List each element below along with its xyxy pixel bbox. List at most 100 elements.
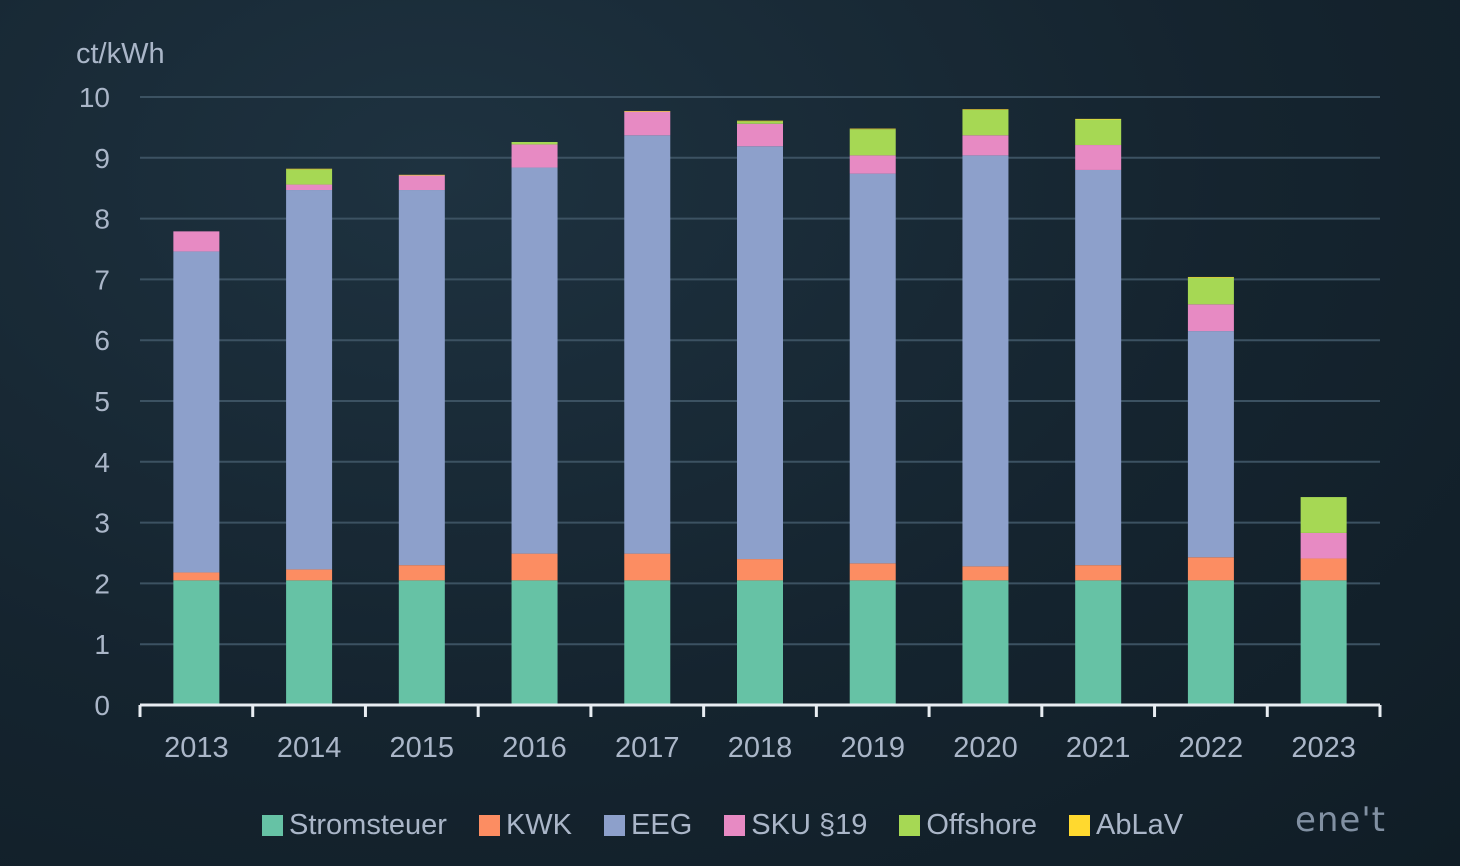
bar-segment-sku-19-2018 bbox=[737, 123, 783, 147]
bar-segment-stromsteuer-2017 bbox=[624, 580, 671, 705]
bar-segment-eeg-2021 bbox=[1075, 169, 1122, 566]
bar-segment-sku-19-2021 bbox=[1075, 145, 1122, 170]
bar-segment-kwk-2017 bbox=[624, 553, 671, 581]
legend-swatch bbox=[1069, 814, 1091, 836]
y-tick-label: 2 bbox=[94, 568, 110, 599]
x-tick-label: 2019 bbox=[840, 732, 905, 764]
bar-segment-ablav-2014 bbox=[286, 168, 333, 170]
legend-swatch bbox=[899, 814, 921, 836]
y-tick-label: 6 bbox=[94, 325, 110, 356]
bar-segment-stromsteuer-2013 bbox=[173, 580, 220, 705]
bar-segment-stromsteuer-2015 bbox=[398, 580, 445, 705]
bar-segment-offshore-2021 bbox=[1075, 119, 1122, 146]
legend-item: EEG bbox=[604, 809, 692, 842]
bar-segment-eeg-2020 bbox=[962, 155, 1009, 567]
enet-logo: ene't bbox=[1294, 800, 1386, 840]
bar-segment-ablav-2021 bbox=[1075, 118, 1122, 120]
bar-segment-ablav-2020 bbox=[962, 109, 1009, 110]
bar-segment-stromsteuer-2021 bbox=[1075, 580, 1122, 705]
y-tick-label: 5 bbox=[94, 386, 110, 417]
legend-item: SKU §19 bbox=[724, 809, 867, 842]
bar-segment-stromsteuer-2014 bbox=[286, 580, 333, 705]
bar-segment-eeg-2014 bbox=[286, 190, 333, 570]
bar-segment-stromsteuer-2020 bbox=[962, 580, 1009, 705]
bar-segment-stromsteuer-2019 bbox=[849, 580, 896, 705]
bar-segment-sku-19-2022 bbox=[1187, 304, 1234, 332]
bar-segment-ablav-2018 bbox=[737, 120, 783, 122]
bar-segment-offshore-2020 bbox=[962, 109, 1009, 136]
x-tick-label: 2014 bbox=[277, 732, 342, 764]
legend-swatch bbox=[724, 814, 746, 836]
y-tick-label: 9 bbox=[94, 143, 110, 174]
x-tick-label: 2013 bbox=[164, 732, 229, 764]
bar-segment-kwk-2018 bbox=[737, 559, 783, 581]
y-tick-label: 4 bbox=[94, 447, 110, 478]
legend-label: KWK bbox=[505, 808, 573, 841]
bar-segment-eeg-2022 bbox=[1187, 331, 1234, 558]
bar-segment-ablav-2019 bbox=[849, 128, 896, 130]
bar-segment-sku-19-2014 bbox=[286, 184, 333, 191]
bar-segment-kwk-2020 bbox=[962, 566, 1009, 581]
bar-segment-sku-19-2013 bbox=[173, 231, 220, 252]
bar-segment-offshore-2019 bbox=[849, 129, 896, 156]
bar-segment-offshore-2014 bbox=[286, 169, 333, 185]
bar-segment-eeg-2018 bbox=[737, 146, 783, 560]
legend-item: AbLaV bbox=[1069, 809, 1183, 842]
legend-label: SKU §19 bbox=[751, 808, 868, 841]
bar-segment-sku-19-2017 bbox=[624, 111, 671, 136]
bar-segment-sku-19-2023 bbox=[1300, 532, 1347, 559]
legend-swatch bbox=[604, 814, 626, 836]
y-tick-label: 10 bbox=[79, 82, 110, 113]
bars bbox=[173, 109, 1347, 705]
x-tick-label: 2015 bbox=[390, 732, 455, 764]
bar-segment-sku-19-2020 bbox=[962, 135, 1009, 156]
bar-segment-ablav-2017 bbox=[624, 110, 671, 112]
x-tick-label: 2016 bbox=[502, 732, 567, 764]
bar-segment-stromsteuer-2016 bbox=[511, 580, 558, 705]
bar-segment-stromsteuer-2018 bbox=[737, 580, 783, 705]
bar-segment-offshore-2016 bbox=[511, 141, 558, 145]
bar-segment-kwk-2022 bbox=[1187, 557, 1234, 581]
bar-segment-kwk-2016 bbox=[511, 553, 558, 581]
x-tick-label: 2017 bbox=[615, 732, 680, 764]
bar-segment-eeg-2017 bbox=[624, 135, 671, 554]
legend-label: Stromsteuer bbox=[289, 808, 447, 841]
bar-segment-eeg-2013 bbox=[173, 251, 220, 573]
y-tick-label: 7 bbox=[94, 264, 110, 295]
bar-segment-eeg-2019 bbox=[849, 173, 896, 564]
x-tick-label: 2020 bbox=[953, 732, 1018, 764]
bar-segment-offshore-2022 bbox=[1187, 277, 1234, 305]
y-tick-label: 3 bbox=[94, 508, 110, 539]
x-tick-label: 2021 bbox=[1066, 732, 1131, 764]
bar-segment-offshore-2023 bbox=[1300, 497, 1347, 533]
y-tick-label: 0 bbox=[94, 690, 110, 721]
legend: Stromsteuer KWK EEG SKU §19 Offshore AbLaV bbox=[262, 805, 1215, 845]
bar-segment-stromsteuer-2023 bbox=[1300, 580, 1347, 705]
bar-segment-stromsteuer-2022 bbox=[1187, 580, 1234, 705]
bar-segment-ablav-2015 bbox=[398, 174, 445, 176]
legend-item: KWK bbox=[478, 808, 573, 842]
bar-segment-kwk-2023 bbox=[1300, 558, 1347, 581]
legend-item: Offshore bbox=[899, 809, 1037, 842]
bar-segment-eeg-2015 bbox=[398, 190, 445, 566]
bar-segment-kwk-2014 bbox=[286, 569, 333, 581]
bar-segment-sku-19-2015 bbox=[398, 175, 445, 191]
legend-label: Offshore bbox=[926, 808, 1038, 841]
legend-item: Stromsteuer bbox=[262, 809, 447, 842]
y-tick-label: 1 bbox=[94, 629, 110, 660]
legend-label: EEG bbox=[631, 808, 693, 841]
bar-segment-kwk-2021 bbox=[1075, 565, 1122, 581]
y-axis-label: ct/kWh bbox=[76, 38, 165, 70]
bar-segment-eeg-2016 bbox=[511, 167, 558, 554]
x-tick-label: 2018 bbox=[728, 732, 793, 764]
bar-segment-sku-19-2016 bbox=[511, 144, 558, 168]
bar-segment-sku-19-2019 bbox=[849, 155, 896, 174]
bar-segment-kwk-2013 bbox=[173, 572, 220, 581]
legend-swatch bbox=[262, 814, 283, 836]
x-tick-label: 2022 bbox=[1179, 732, 1244, 764]
x-tick-label: 2023 bbox=[1291, 732, 1356, 764]
legend-label: AbLaV bbox=[1096, 808, 1184, 841]
bar-segment-kwk-2019 bbox=[849, 563, 896, 581]
bar-segment-kwk-2015 bbox=[398, 565, 445, 581]
